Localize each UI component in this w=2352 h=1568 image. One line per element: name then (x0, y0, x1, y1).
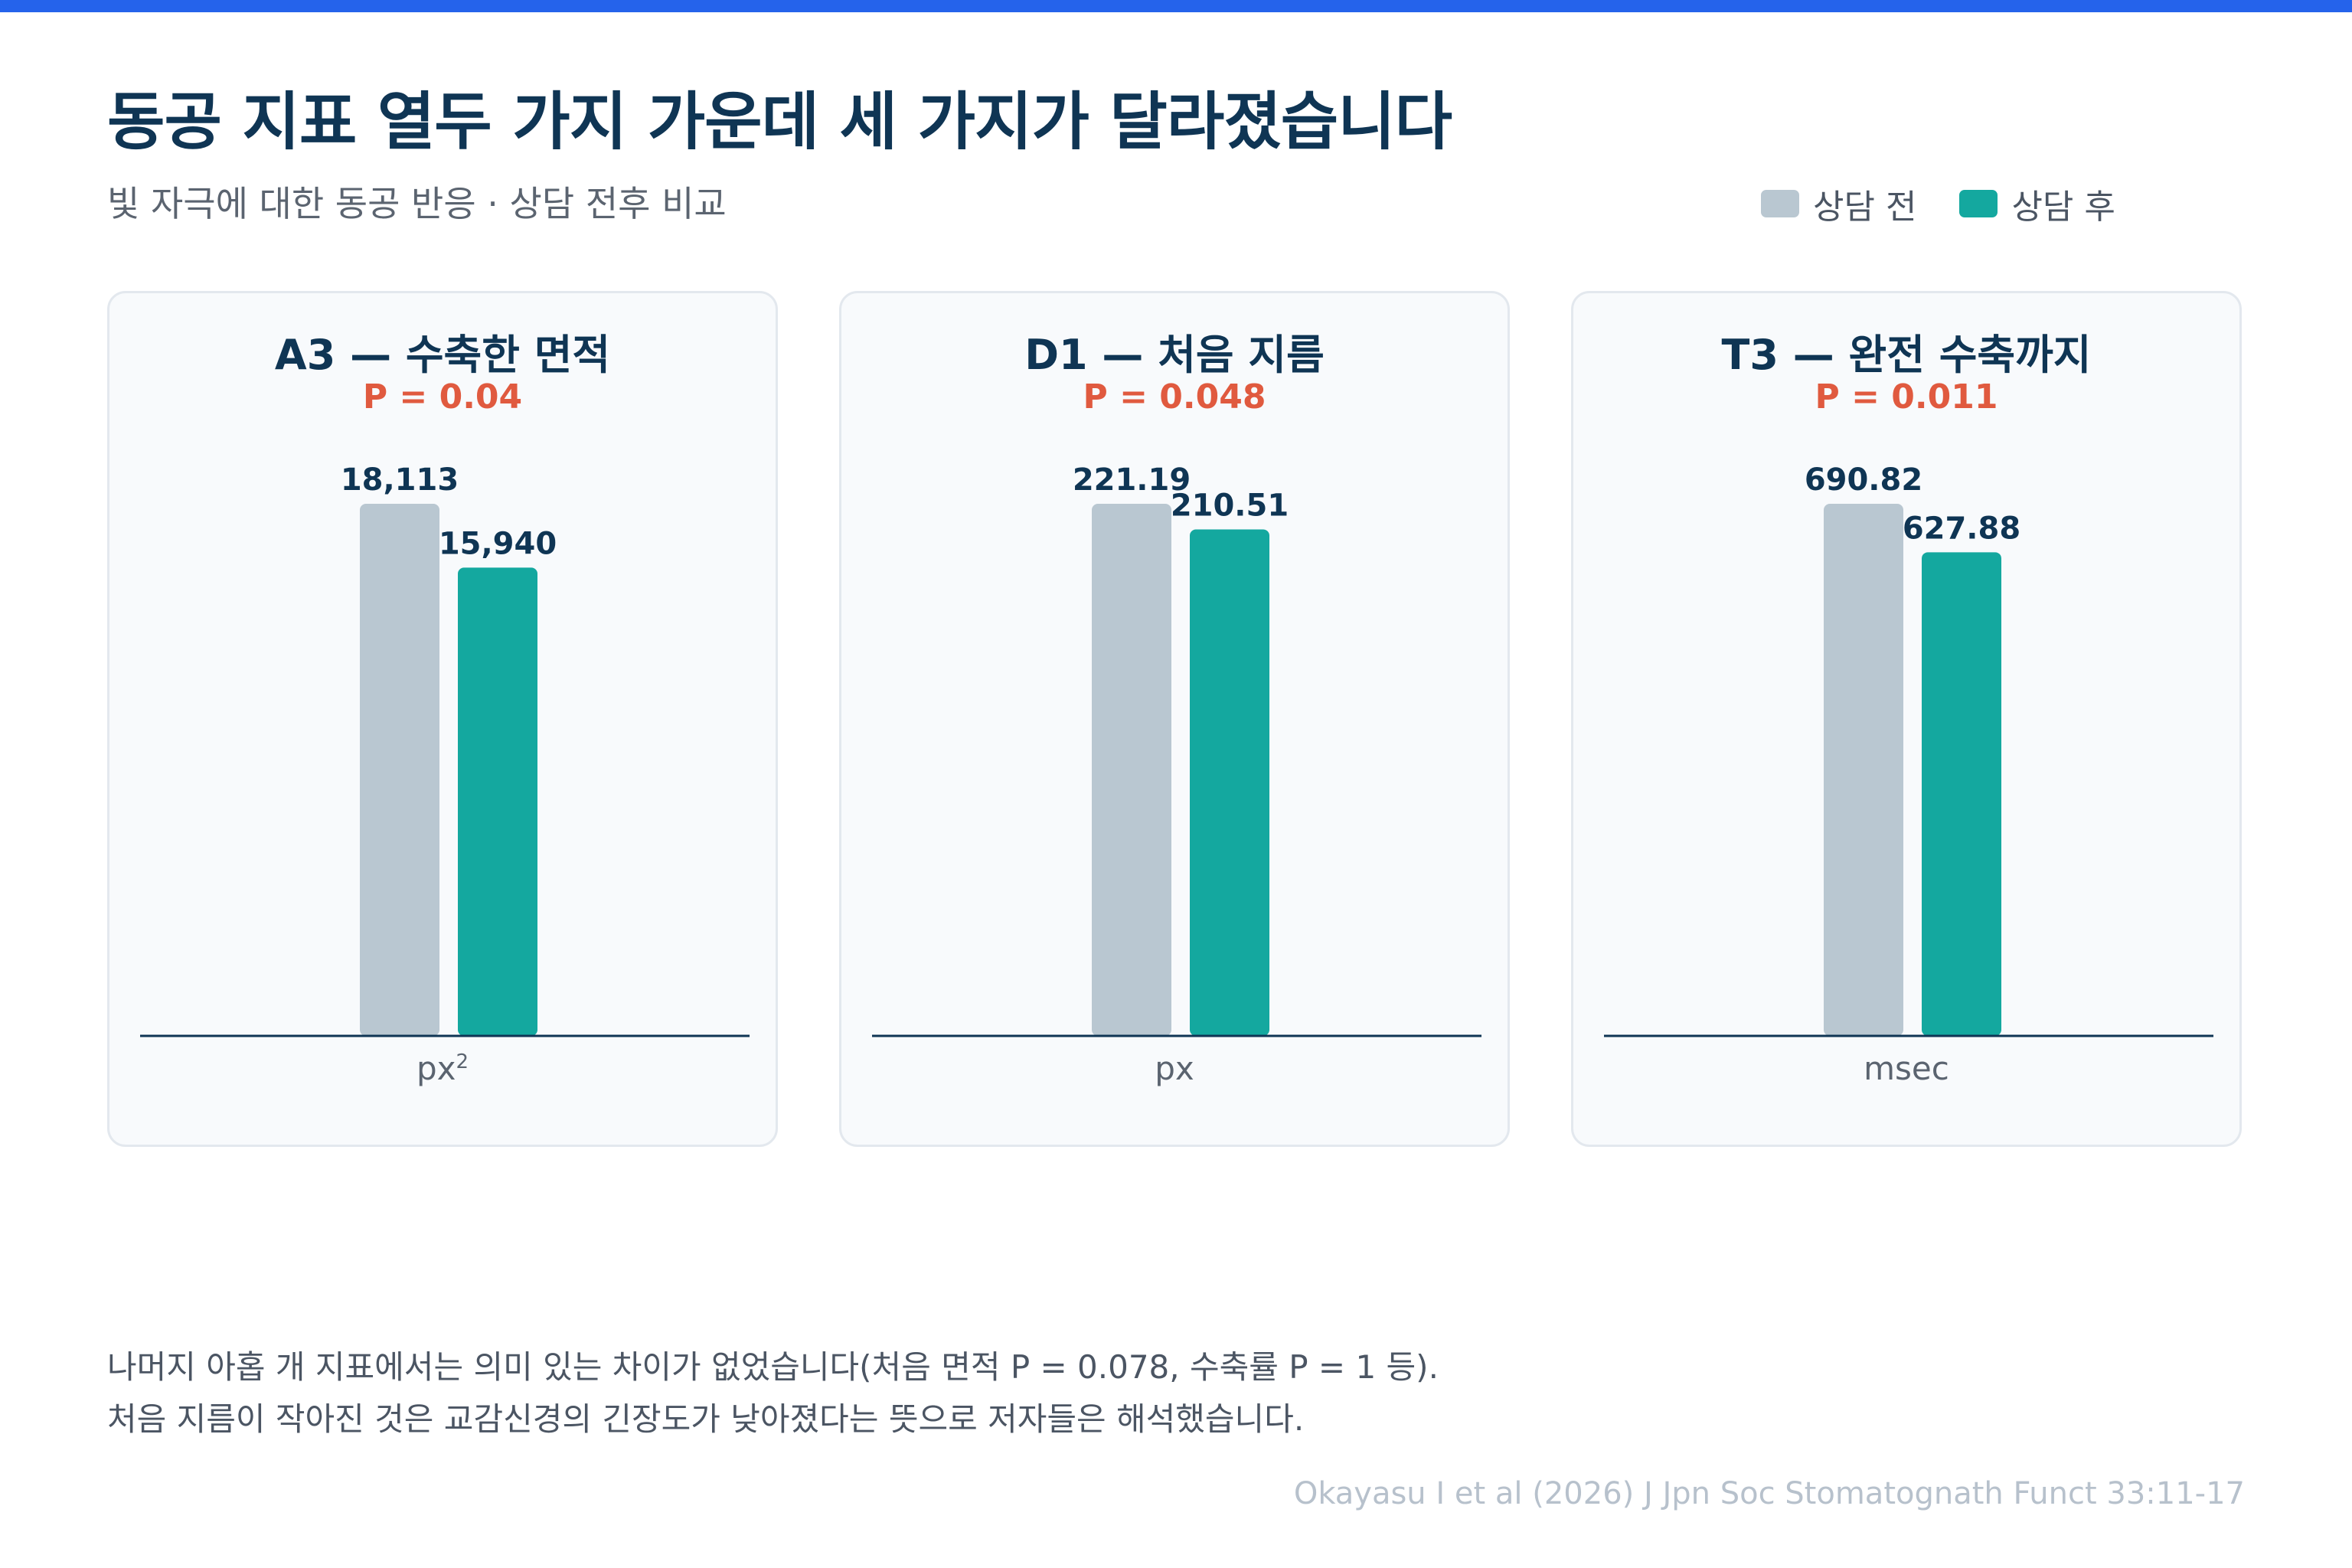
bar-before (1092, 504, 1171, 1036)
legend: 상담 전 상담 후 (1761, 179, 2115, 228)
unit-base: msec (1864, 1050, 1949, 1087)
unit-base: px (416, 1050, 456, 1087)
bar-value-label-after: 210.51 (1171, 488, 1289, 524)
bar-after (1922, 552, 2001, 1036)
legend-swatch-after (1959, 190, 1998, 217)
page-title: 동공 지표 열두 가지 가운데 세 가지가 달라졌습니다 (107, 86, 1452, 158)
unit-label: px2 (109, 1050, 776, 1087)
chart-panel-a3: A3 — 수축한 면적 P = 0.04 18,113 15,940 px2 (107, 291, 778, 1147)
footnote-line-1: 나머지 아홉 개 지표에서는 의미 있는 차이가 없었습니다(처음 면적 P =… (107, 1348, 1439, 1386)
footnote-line-2: 처음 지름이 작아진 것은 교감신경의 긴장도가 낮아졌다는 뜻으로 저자들은 … (107, 1400, 1305, 1438)
unit-base: px (1155, 1050, 1194, 1087)
panel-p-value: P = 0.048 (1083, 377, 1266, 416)
footnote: 나머지 아홉 개 지표에서는 의미 있는 차이가 없었습니다(처음 면적 P =… (107, 1341, 1439, 1446)
page-subtitle: 빛 자극에 대한 동공 반응 · 상담 전후 비교 (107, 183, 727, 224)
panel-title: A3 — 수축한 면적 (274, 331, 611, 379)
bar-value-label-before: 690.82 (1805, 462, 1922, 498)
legend-item-after: 상담 후 (1959, 179, 2115, 228)
legend-label-before: 상담 전 (1813, 188, 1917, 227)
panel-title: T3 — 완전 수축까지 (1721, 331, 2092, 379)
source-citation: Okayasu I et al (2026) J Jpn Soc Stomato… (1293, 1476, 2245, 1511)
bar-value-label-after: 15,940 (439, 526, 557, 561)
panel-title: D1 — 처음 지름 (1024, 331, 1325, 379)
panel-p-value: P = 0.011 (1815, 377, 1998, 416)
unit-label: px (841, 1050, 1508, 1087)
bar-before (360, 504, 439, 1036)
bar-after (1190, 529, 1269, 1036)
chart-panel-t3: T3 — 완전 수축까지 P = 0.011 690.82 627.88 msec (1571, 291, 2242, 1147)
legend-label-after: 상담 후 (2011, 188, 2115, 227)
bar-after (458, 567, 537, 1036)
unit-label: msec (1573, 1050, 2239, 1087)
unit-superscript: 2 (456, 1050, 469, 1073)
chart-panel-d1: D1 — 처음 지름 P = 0.048 221.19 210.51 px (839, 291, 1510, 1147)
legend-item-before: 상담 전 (1761, 179, 1916, 228)
bar-value-label-before: 221.19 (1073, 462, 1191, 498)
bar-value-label-after: 627.88 (1903, 511, 2020, 546)
bar-value-label-before: 18,113 (341, 462, 459, 498)
bar-plot: 18,113 15,940 (140, 462, 750, 1037)
panel-p-value: P = 0.04 (362, 377, 523, 416)
bar-plot: 690.82 627.88 (1604, 462, 2213, 1037)
bar-before (1824, 504, 1903, 1036)
top-accent-bar (0, 0, 2352, 12)
legend-swatch-before (1761, 190, 1799, 217)
